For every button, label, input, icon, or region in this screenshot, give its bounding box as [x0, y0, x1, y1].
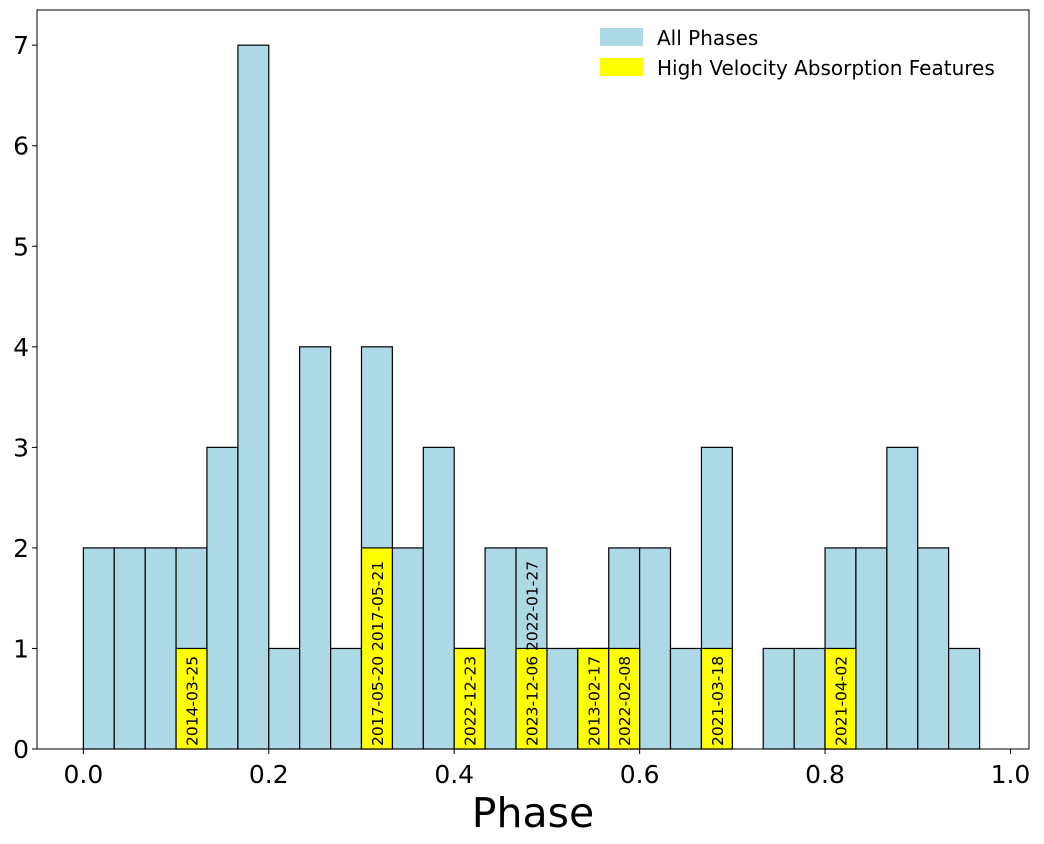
- hv-date-label: 2022-02-08: [616, 656, 634, 746]
- high-velocity-bar: [824, 647, 857, 750]
- legend: All Phases High Velocity Absorption Feat…: [600, 26, 995, 80]
- x-tick-label: 0.8: [805, 760, 845, 789]
- x-tick-label: 0.2: [249, 760, 289, 789]
- hv-date-label: 2017-05-20 2017-05-21: [369, 561, 387, 746]
- x-tick-label: 1.0: [991, 760, 1031, 789]
- all-phases-bar: [793, 647, 826, 750]
- y-axis: 0 1 2 3 4 5 6 7: [13, 31, 37, 764]
- x-tick-label: 0.4: [434, 760, 474, 789]
- high-velocity-bar: [453, 647, 486, 750]
- y-tick-label: 1: [13, 634, 29, 663]
- all-phases-bar: [855, 547, 888, 750]
- y-tick-label: 6: [13, 132, 29, 161]
- all-phases-bar: [948, 647, 981, 750]
- y-tick-label: 0: [13, 735, 29, 764]
- legend-swatch-high-velocity: [600, 58, 643, 76]
- all-phases-bar: [762, 647, 795, 750]
- all-phases-bar: [669, 647, 703, 750]
- y-tick-label: 7: [13, 31, 29, 60]
- x-tick-label: 0.6: [620, 760, 660, 789]
- hv-date-label: 2022-12-23: [462, 656, 480, 746]
- high-velocity-bar: [175, 647, 208, 750]
- y-tick-label: 5: [13, 232, 29, 261]
- high-velocity-bar: [360, 547, 393, 750]
- all-phases-bar: [546, 647, 579, 750]
- all-phases-bar: [299, 346, 332, 750]
- hv-date-label: 2021-04-02: [832, 656, 850, 746]
- legend-label-all-phases: All Phases: [657, 26, 758, 50]
- high-velocity-bars: [175, 547, 857, 750]
- all-phases-bar: [268, 647, 301, 750]
- hv-date-label: 2021-03-18: [709, 656, 727, 746]
- all-phases-bar: [82, 547, 115, 750]
- all-phases-bar: [886, 446, 919, 750]
- x-axis: 0.0 0.2 0.4 0.6 0.8 1.0: [63, 749, 1030, 789]
- all-phases-bar: [917, 547, 950, 750]
- hv-date-label: 2023-12-06 2022-01-27: [523, 561, 541, 746]
- hv-date-label: 2013-02-17: [585, 656, 603, 746]
- all-phases-bar: [422, 446, 455, 750]
- legend-label-high-velocity: High Velocity Absorption Features: [657, 56, 995, 80]
- all-phases-bar: [144, 547, 177, 750]
- all-phases-bar: [330, 647, 363, 750]
- all-phases-bar: [639, 547, 672, 750]
- high-velocity-date-labels: 2014-03-25 2017-05-20 2017-05-21 2022-12-2…: [184, 561, 851, 746]
- y-tick-label: 3: [13, 433, 29, 462]
- y-tick-label: 4: [13, 333, 29, 362]
- x-axis-label: Phase: [472, 789, 594, 837]
- legend-swatch-all-phases: [600, 28, 643, 46]
- all-phases-bar: [484, 547, 517, 750]
- all-phases-bar: [206, 446, 239, 750]
- y-tick-label: 2: [13, 534, 29, 563]
- all-phases-bar: [391, 547, 424, 750]
- all-phases-bar: [113, 547, 146, 750]
- plot-frame: [36, 9, 1030, 750]
- x-tick-label: 0.0: [63, 760, 103, 789]
- hv-date-label: 2014-03-25: [184, 656, 202, 746]
- all-phases-bar: [237, 44, 270, 750]
